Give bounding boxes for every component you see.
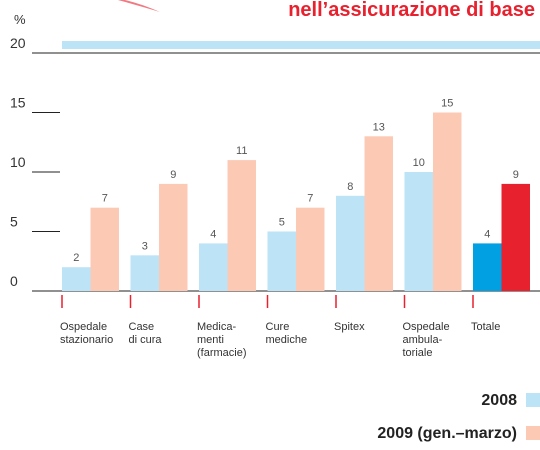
x-tick-label-line: Ospedale: [403, 321, 450, 333]
x-tick-label: Medica-menti(farmacie): [197, 321, 247, 359]
value-label: 7: [307, 193, 313, 205]
bar: [62, 267, 91, 291]
x-tick-label-line: ambula-: [403, 334, 443, 346]
x-tick-label: Spitex: [334, 321, 365, 333]
y-tick-label: 5: [10, 214, 18, 230]
chart: nell’assicurazione di base % 0 5 10 15 20 Osp…: [0, 0, 540, 450]
bar: [268, 232, 297, 292]
bar: [405, 172, 434, 291]
legend-swatch: [526, 393, 540, 407]
y-axis-label: %: [14, 12, 26, 27]
value-label: 9: [513, 169, 519, 181]
value-label: 13: [373, 121, 385, 133]
value-label: 5: [279, 217, 285, 229]
value-label: 10: [413, 157, 425, 169]
legend-label: 2008: [481, 392, 517, 409]
bar: [91, 208, 120, 291]
x-tick-label-line: Medica-: [197, 321, 236, 333]
x-tick-label-line: (farmacie): [197, 347, 247, 359]
value-label: 3: [142, 240, 148, 252]
decoration: [118, 0, 160, 12]
x-tick-label-line: toriale: [403, 347, 433, 359]
bar: [502, 184, 531, 291]
x-tick-label: Totale: [471, 321, 500, 333]
legend-swatch: [526, 426, 540, 440]
value-label: 4: [210, 228, 216, 240]
bar: [159, 184, 188, 291]
bar: [336, 196, 365, 291]
bar: [433, 113, 462, 292]
bar: [228, 160, 257, 291]
value-label: 7: [102, 193, 108, 205]
x-tick-label-line: Cure: [266, 321, 290, 333]
y-tick-label: 15: [10, 95, 26, 111]
x-tick-label-line: menti: [197, 334, 224, 346]
y-tick-label: 0: [10, 273, 18, 289]
x-tick-label-line: Ospedale: [60, 321, 107, 333]
x-tick-label-line: mediche: [266, 334, 308, 346]
bar: [131, 255, 160, 291]
value-label: 8: [347, 181, 353, 193]
bar: [365, 136, 394, 291]
x-tick-label-line: Spitex: [334, 321, 365, 333]
x-tick-label-line: Case: [129, 321, 155, 333]
value-label: 4: [484, 228, 490, 240]
x-tick-label-line: Totale: [471, 321, 500, 333]
value-label: 9: [170, 169, 176, 181]
bar: [199, 243, 228, 291]
bar: [473, 243, 502, 291]
x-tick-label-line: di cura: [129, 334, 163, 346]
x-tick-label-line: stazionario: [60, 334, 113, 346]
y-tick-label: 20: [10, 35, 26, 51]
value-label: 11: [236, 145, 247, 157]
y-tick-label: 10: [10, 154, 26, 170]
value-label: 2: [73, 252, 79, 264]
legend-label: 2009 (gen.–marzo): [377, 425, 517, 442]
chart-title: nell’assicurazione di base: [288, 0, 535, 21]
value-label: 15: [441, 98, 453, 110]
bar: [296, 208, 325, 291]
band: [62, 41, 540, 49]
